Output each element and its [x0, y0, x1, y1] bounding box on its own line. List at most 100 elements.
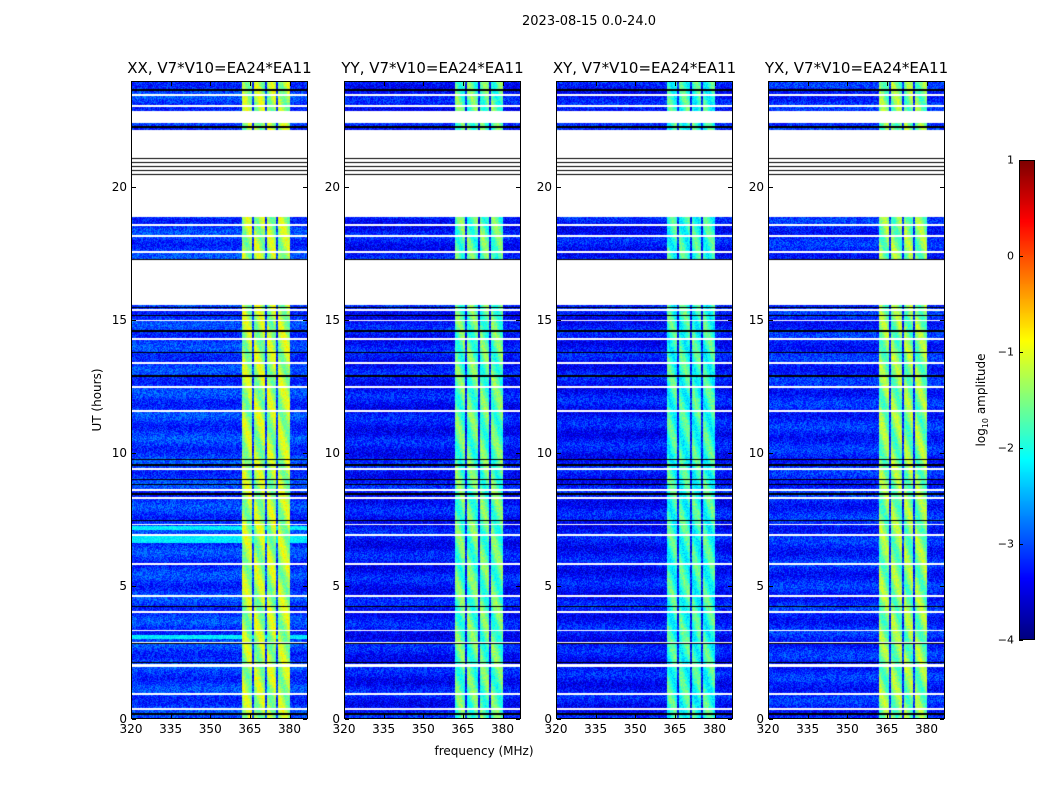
x-tick — [249, 82, 251, 86]
y-tick — [557, 719, 561, 720]
y-tick — [940, 320, 944, 322]
y-tick — [940, 719, 944, 720]
x-tick-label: 380 — [491, 722, 514, 736]
colorbar-tick — [1019, 640, 1023, 641]
x-axis-label: frequency (MHz) — [434, 744, 534, 758]
x-tick — [344, 714, 345, 718]
colorbar-tick-label: −2 — [997, 441, 1014, 455]
x-tick — [556, 714, 557, 718]
y-tick — [940, 453, 944, 455]
x-tick-label: 350 — [835, 722, 859, 736]
x-tick — [635, 714, 637, 718]
y-tick-label: 10 — [748, 446, 764, 461]
x-tick — [926, 82, 928, 86]
y-tick-label: 20 — [748, 180, 764, 195]
heatmap-panel — [556, 81, 733, 719]
x-tick-label: 320 — [119, 722, 143, 736]
y-tick — [769, 586, 773, 588]
x-tick-label: 335 — [372, 722, 396, 736]
y-tick-label: 5 — [119, 579, 127, 594]
colorbar-tick — [1019, 256, 1023, 257]
y-tick — [728, 187, 732, 189]
y-tick — [303, 586, 307, 588]
x-tick — [170, 82, 172, 86]
y-tick-label: 0 — [332, 712, 340, 726]
figure-title: 2023-08-15 0.0-24.0 — [522, 14, 656, 29]
x-tick-label: 350 — [198, 722, 222, 736]
x-tick — [807, 714, 809, 718]
y-tick — [345, 187, 349, 189]
y-tick — [769, 719, 773, 720]
x-tick — [210, 714, 212, 718]
x-tick-label: 380 — [703, 722, 726, 736]
y-tick-label: 15 — [748, 313, 764, 328]
x-tick — [249, 714, 251, 718]
heatmap-image — [769, 82, 944, 718]
x-tick — [131, 82, 132, 86]
y-tick — [132, 453, 136, 455]
y-tick — [516, 586, 520, 588]
x-tick — [170, 714, 172, 718]
y-tick — [769, 187, 773, 189]
x-tick-label: 320 — [756, 722, 780, 736]
y-tick-label: 5 — [332, 579, 340, 594]
y-axis-label: UT (hours) — [90, 368, 104, 432]
x-tick-label: 380 — [278, 722, 301, 736]
y-tick — [345, 719, 349, 720]
y-tick-label: 5 — [756, 579, 764, 594]
y-tick-label: 20 — [324, 180, 340, 195]
x-tick — [131, 714, 132, 718]
y-tick — [303, 187, 307, 189]
x-tick — [886, 714, 888, 718]
panel-title: XX, V7*V10=EA24*EA11 — [127, 59, 312, 77]
x-tick — [595, 714, 597, 718]
heatmap-panel — [768, 81, 945, 719]
x-tick — [674, 82, 676, 86]
heatmap-image — [132, 82, 307, 718]
x-tick — [423, 714, 425, 718]
y-tick — [516, 719, 520, 720]
y-tick — [728, 453, 732, 455]
x-tick — [807, 82, 809, 86]
y-tick — [769, 320, 773, 322]
colorbar-tick-label: −4 — [997, 633, 1014, 647]
y-tick-label: 10 — [536, 446, 552, 461]
x-tick — [768, 714, 769, 718]
y-tick — [303, 719, 307, 720]
colorbar-tick-label: −3 — [997, 537, 1014, 551]
y-tick — [132, 719, 136, 720]
x-tick — [502, 714, 504, 718]
x-tick — [714, 714, 716, 718]
x-tick-label: 320 — [332, 722, 356, 736]
x-tick-label: 320 — [544, 722, 568, 736]
heatmap-panel — [344, 81, 521, 719]
heatmap-panel — [131, 81, 308, 719]
x-tick — [423, 82, 425, 86]
y-tick — [940, 187, 944, 189]
x-tick — [886, 82, 888, 86]
y-tick — [516, 453, 520, 455]
y-tick — [557, 187, 561, 189]
x-tick-label: 365 — [238, 722, 262, 736]
y-tick — [132, 320, 136, 322]
y-tick — [303, 453, 307, 455]
y-tick-label: 10 — [324, 446, 340, 461]
x-tick — [462, 82, 464, 86]
x-tick-label: 365 — [451, 722, 475, 736]
x-tick — [210, 82, 212, 86]
y-tick — [132, 187, 136, 189]
x-tick — [847, 82, 849, 86]
y-tick — [516, 187, 520, 189]
colorbar-tick-label: 1 — [1007, 153, 1014, 167]
y-tick-label: 15 — [536, 313, 552, 328]
y-tick-label: 0 — [544, 712, 552, 726]
colorbar-label: log10 amplitude — [973, 353, 991, 447]
colorbar-tick-label: 0 — [1007, 249, 1014, 263]
y-tick — [728, 320, 732, 322]
x-tick-label: 335 — [796, 722, 820, 736]
x-tick — [462, 714, 464, 718]
x-tick — [344, 82, 345, 86]
x-tick — [847, 714, 849, 718]
x-tick — [674, 714, 676, 718]
y-tick — [940, 586, 944, 588]
